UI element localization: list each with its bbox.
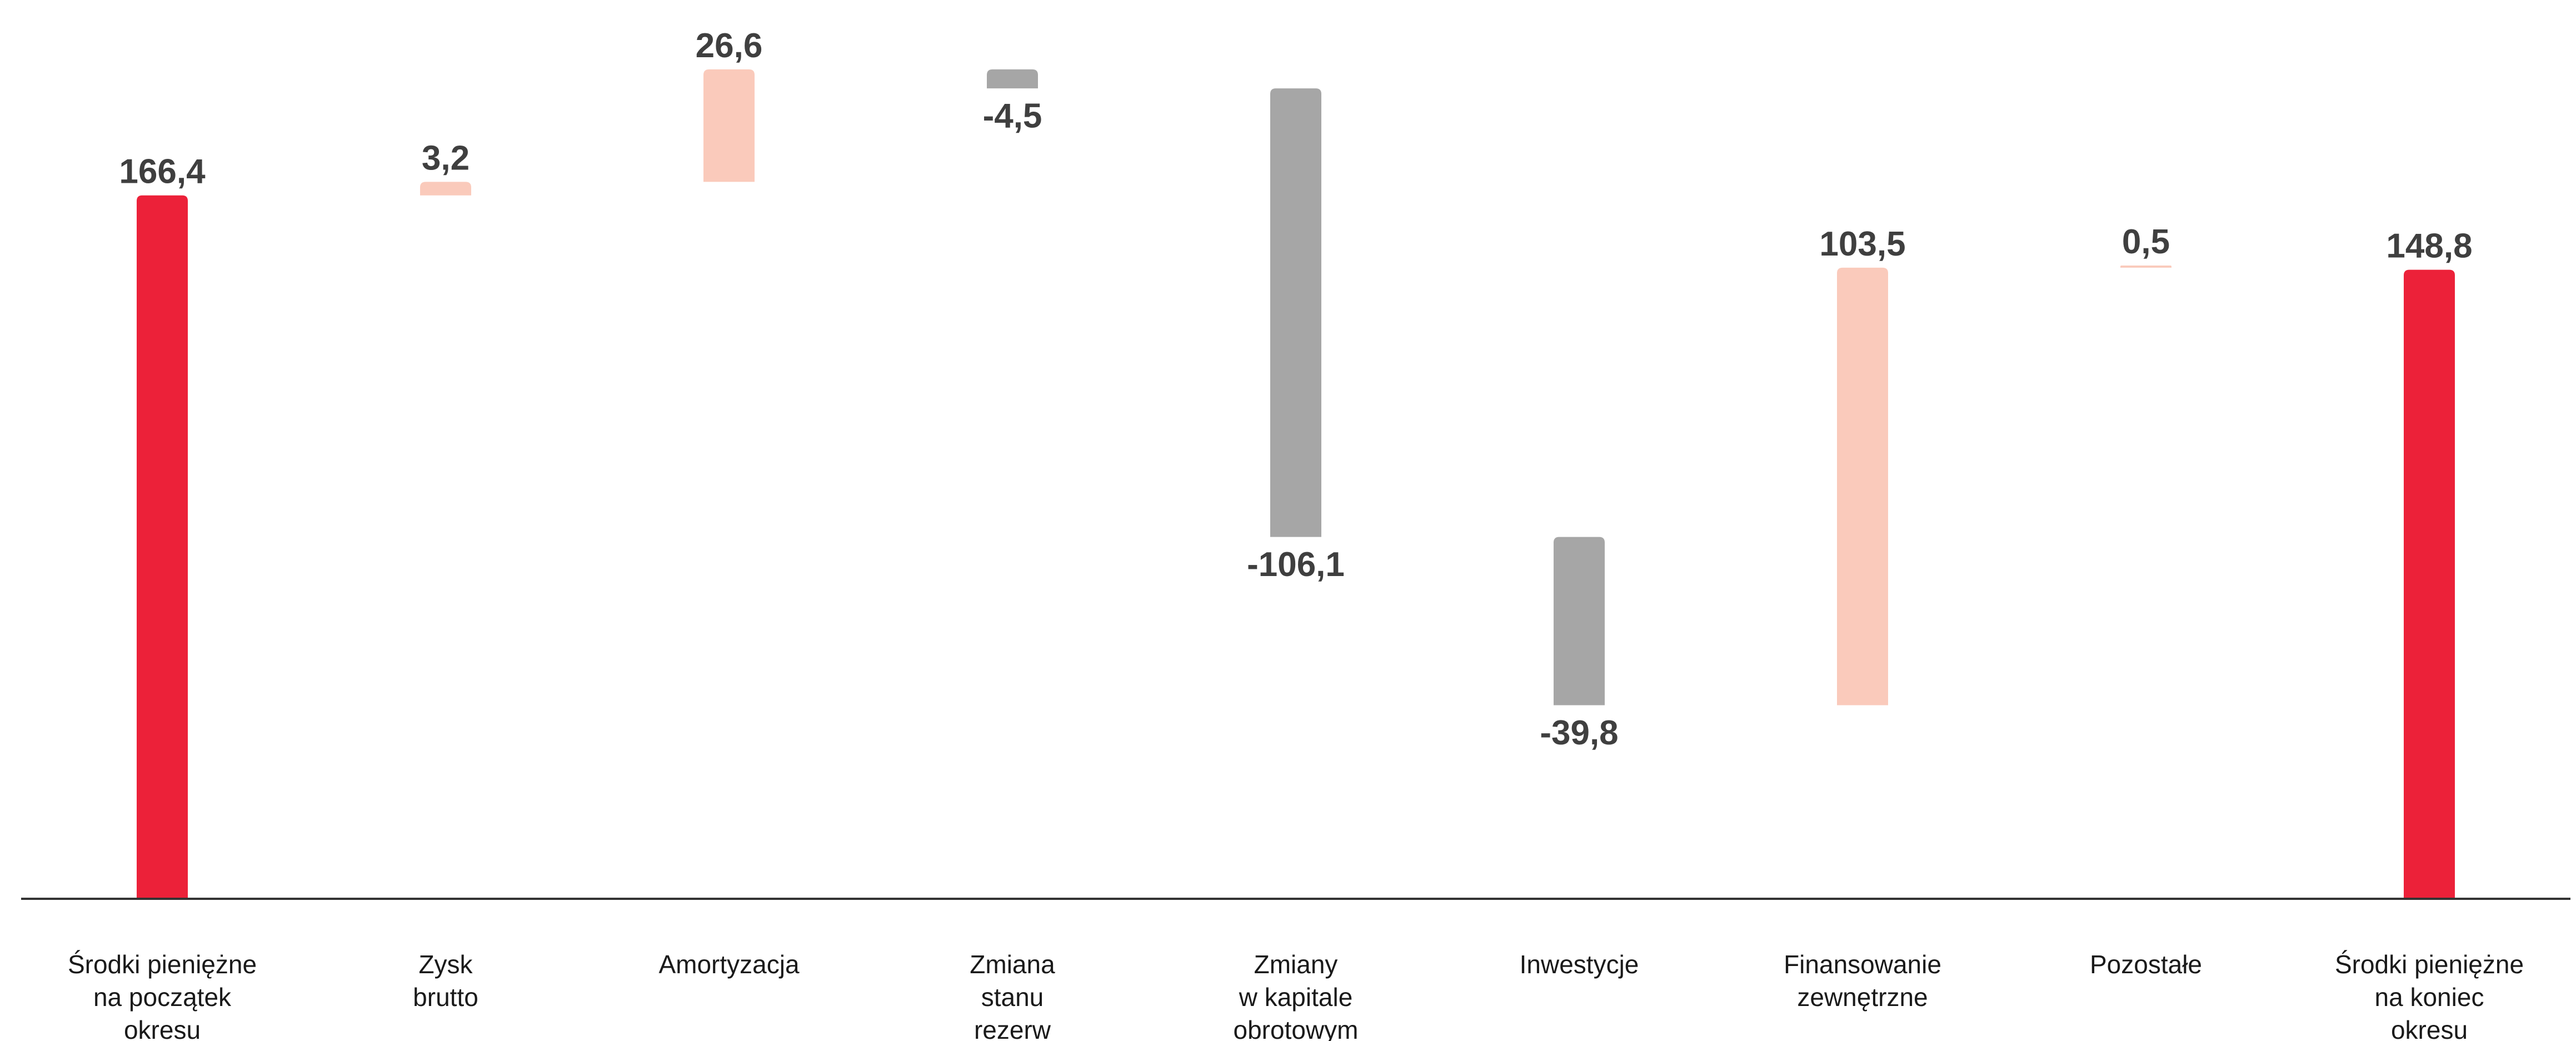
category-label-5-line-1: Zmiany xyxy=(1254,950,1338,979)
bar-4 xyxy=(987,69,1038,89)
category-label-9-line-3: okresu xyxy=(2391,1015,2468,1041)
category-label-7-line-2: zewnętrzne xyxy=(1797,983,1928,1012)
bar-9 xyxy=(2404,269,2455,899)
category-label-5-line-3: obrotowym xyxy=(1234,1015,1359,1041)
category-label-1-line-1: Środki pieniężne xyxy=(68,950,257,979)
category-label-9-line-1: Środki pieniężne xyxy=(2335,950,2524,979)
category-labels-group: Środki pieniężne na początek okresu Zysk bru… xyxy=(68,950,2524,1041)
category-label-5-line-2: w kapitale xyxy=(1239,983,1353,1012)
bar-5 xyxy=(1270,88,1321,537)
value-label-9: 148,8 xyxy=(2386,227,2472,266)
value-labels-group: 166,4 3,2 26,6 -4,5 -106,1 -39,8 103,5 0,5 148,8 xyxy=(119,27,2472,752)
category-label-2-line-1: Zysk xyxy=(418,950,473,979)
category-label-7-line-1: Finansowanie xyxy=(1784,950,1941,979)
value-label-8: 0,5 xyxy=(2122,223,2170,261)
value-label-5: -106,1 xyxy=(1247,545,1345,584)
value-label-3: 26,6 xyxy=(696,27,763,65)
bar-6 xyxy=(1554,537,1605,705)
bars-group xyxy=(137,69,2455,899)
category-label-8-line-1: Pozostałe xyxy=(2090,950,2202,979)
category-label-4-line-3: rezerw xyxy=(974,1015,1051,1041)
bar-2 xyxy=(420,182,471,196)
value-label-7: 103,5 xyxy=(1819,225,1905,263)
category-label-4-line-2: stanu xyxy=(981,983,1044,1012)
value-label-1: 166,4 xyxy=(119,153,206,191)
bar-8 xyxy=(2120,266,2171,268)
value-label-4: -4,5 xyxy=(983,97,1042,136)
category-label-2-line-2: brutto xyxy=(413,983,478,1012)
value-label-6: -39,8 xyxy=(1540,714,1618,752)
bar-7 xyxy=(1837,267,1888,705)
bar-3 xyxy=(703,69,755,182)
category-label-3-line-1: Amortyzacja xyxy=(658,950,799,979)
category-label-9-line-2: na koniec xyxy=(2375,983,2484,1012)
category-label-1-line-2: na początek xyxy=(93,983,232,1012)
bar-1 xyxy=(137,195,188,899)
category-label-6-line-1: Inwestycje xyxy=(1520,950,1639,979)
category-label-4-line-1: Zmiana xyxy=(970,950,1055,979)
value-label-2: 3,2 xyxy=(422,139,470,177)
category-label-1-line-3: okresu xyxy=(124,1015,201,1041)
